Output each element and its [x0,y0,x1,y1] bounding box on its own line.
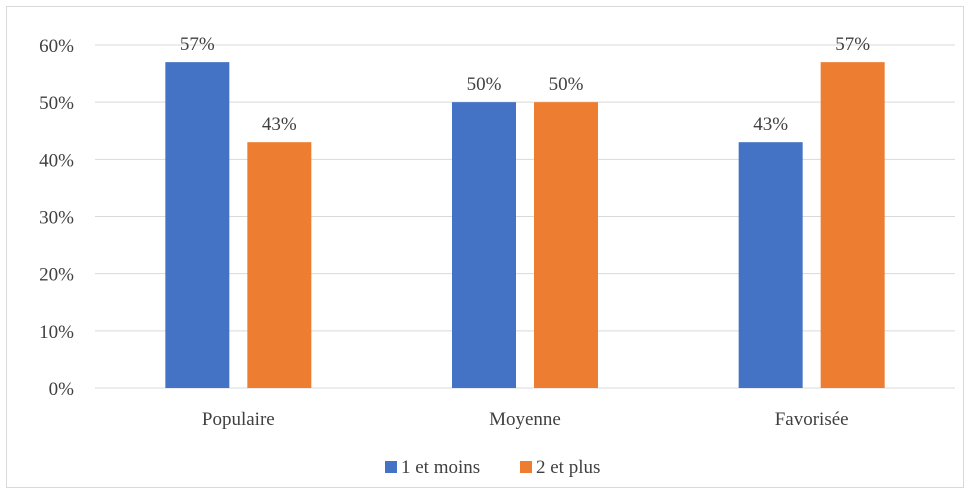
y-tick-label: 40% [39,150,74,171]
y-tick-label: 0% [49,379,75,400]
y-axis-ticks: 0% 10% 20% 30% 40% 50% 60% [39,36,74,400]
legend-label: 2 et plus [536,457,600,478]
legend-label: 1 et moins [401,457,480,478]
data-labels: 57% 43% 50% 50% 43% 57% [180,34,870,135]
y-tick-label: 60% [39,36,74,57]
bar [247,142,312,388]
data-label: 57% [835,34,870,55]
y-tick-label: 10% [39,322,74,343]
data-label: 43% [262,114,297,135]
data-label: 57% [180,34,215,55]
legend-swatch [520,461,532,473]
x-category-label: Favorisée [775,409,849,430]
data-label: 43% [753,114,788,135]
gridlines [95,44,955,389]
x-axis-categories: Populaire Moyenne Favorisée [202,409,849,430]
y-tick-label: 50% [39,93,74,114]
x-category-label: Moyenne [489,409,561,430]
bar [820,62,885,389]
y-tick-label: 30% [39,208,74,229]
bar [452,102,516,389]
data-label: 50% [467,74,502,95]
bars [165,62,885,389]
legend-swatch [385,461,397,473]
legend: 1 et moins 2 et plus [385,457,600,478]
data-label: 50% [549,74,584,95]
bar [165,62,230,389]
y-tick-label: 20% [39,265,74,286]
x-category-label: Populaire [202,409,275,430]
bar [738,142,803,388]
bar [534,102,598,389]
